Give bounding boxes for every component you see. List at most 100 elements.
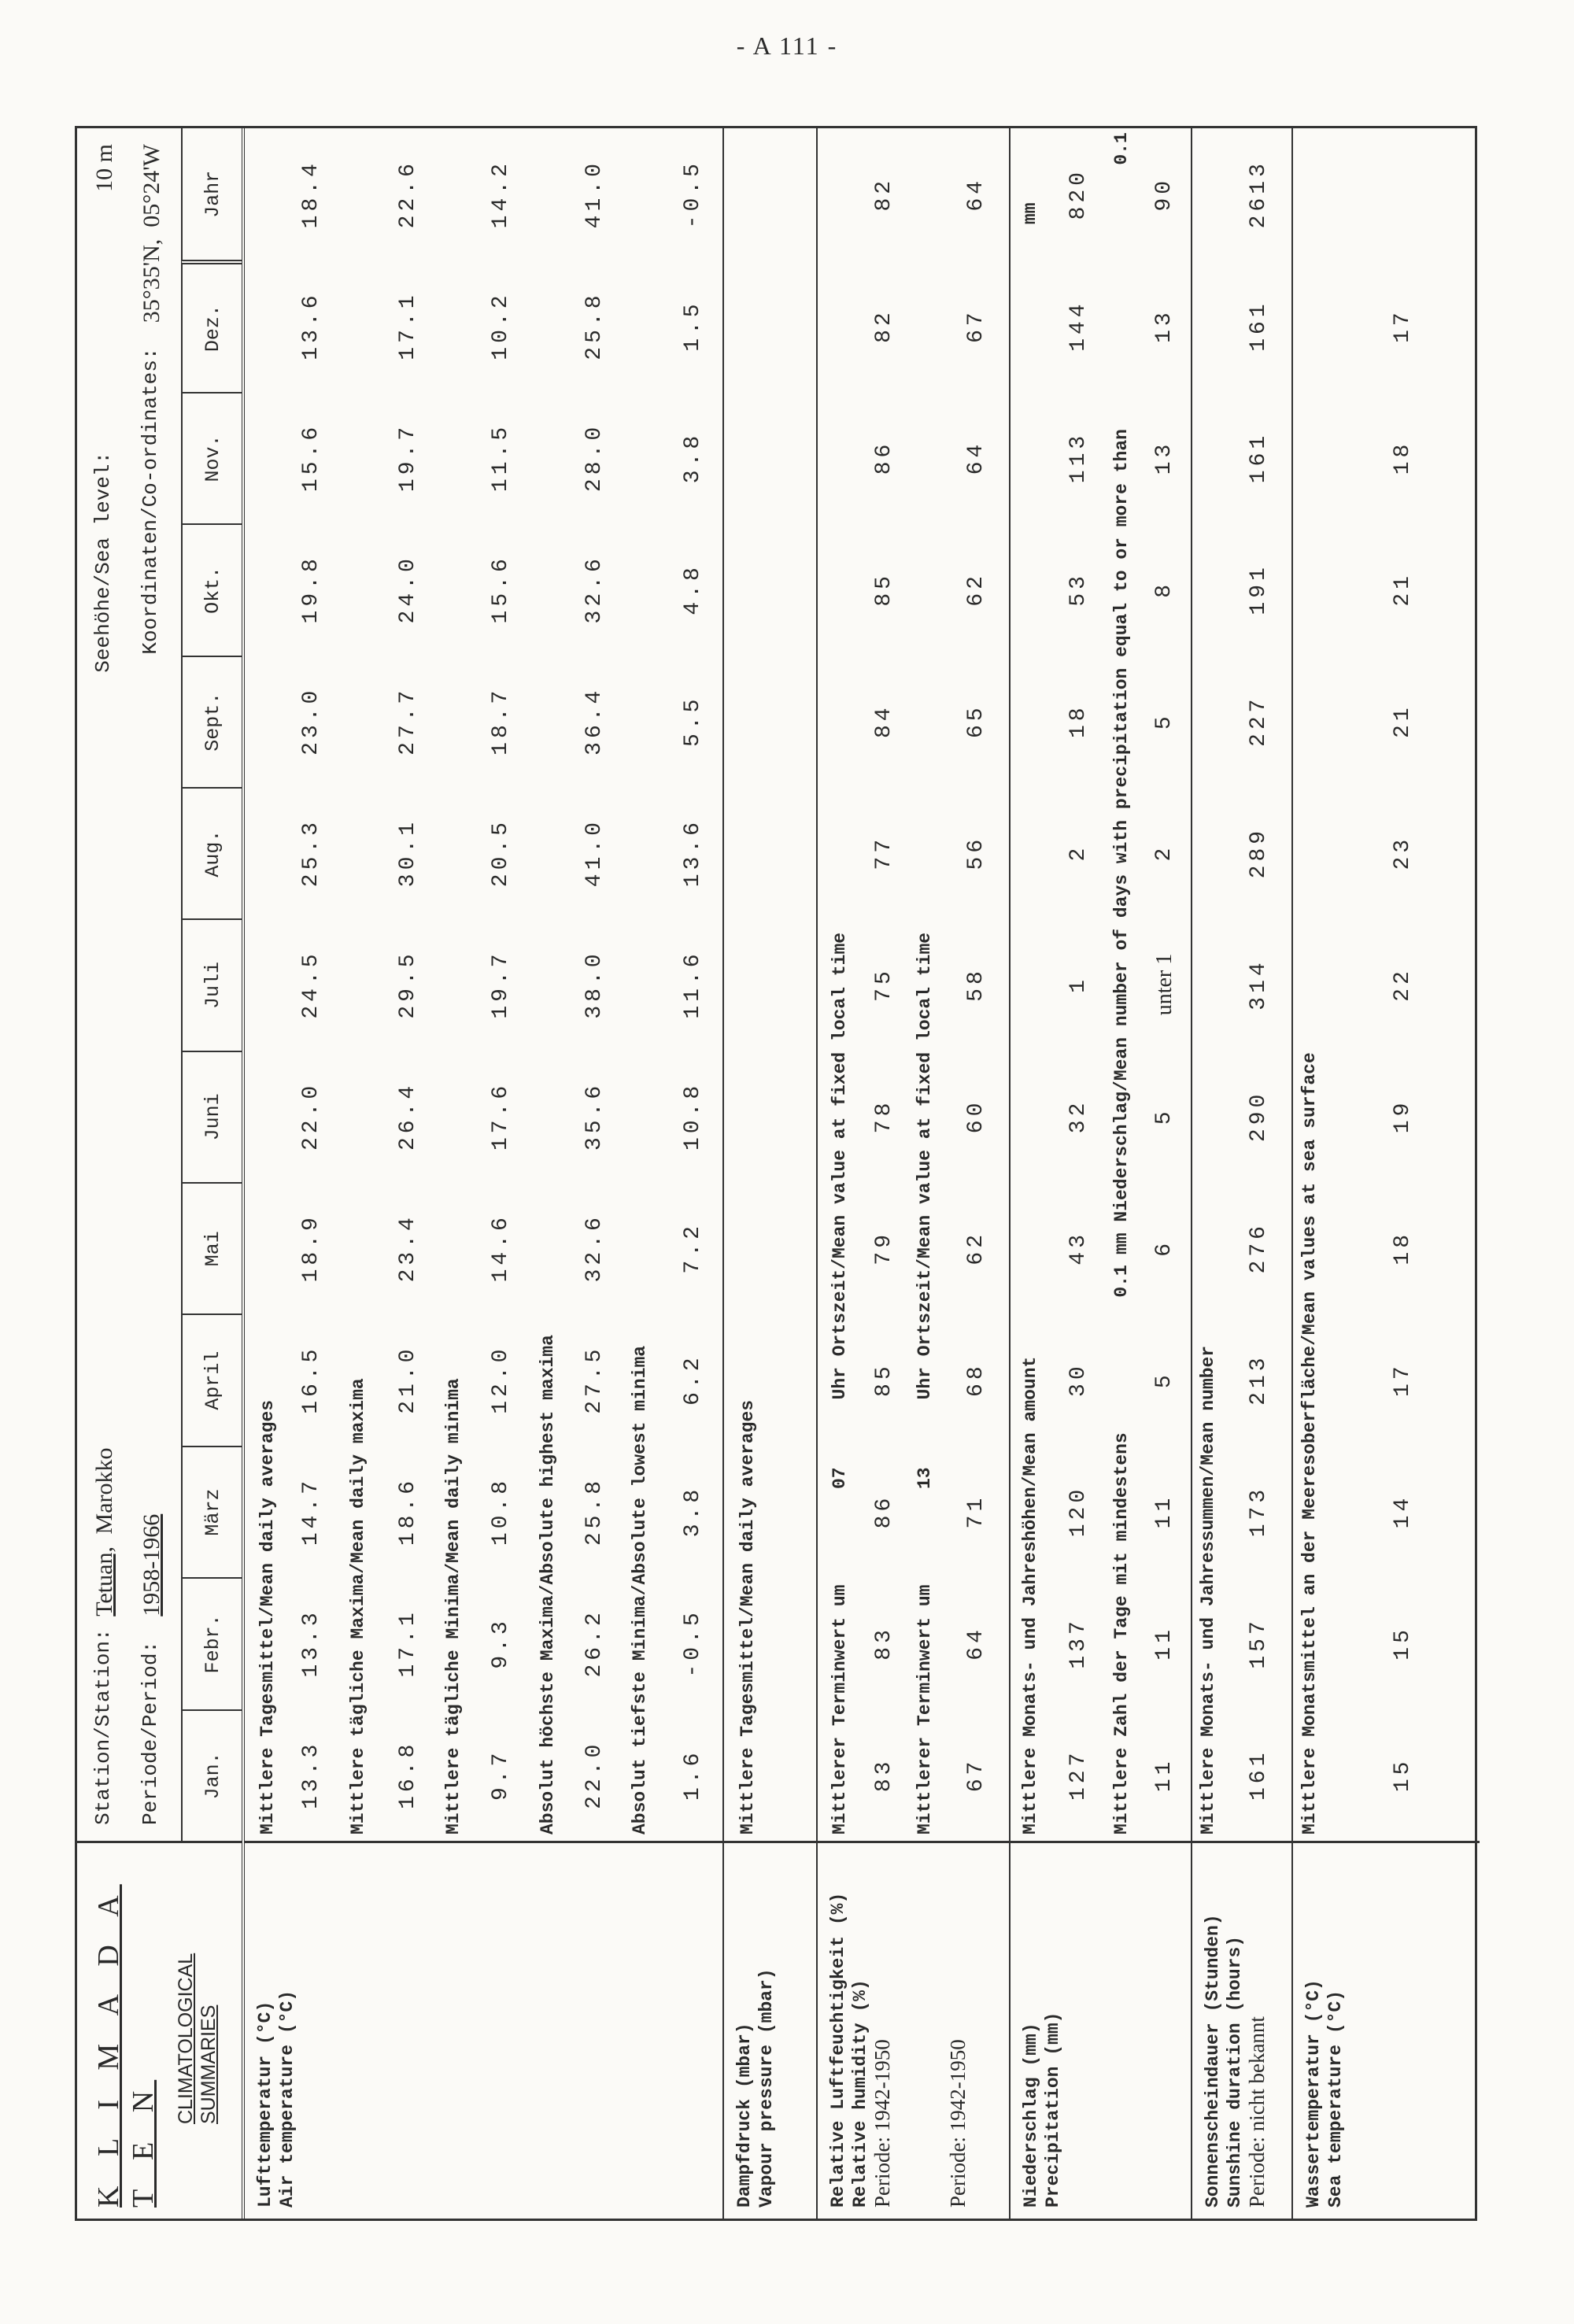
section-period-label-2: Periode: 1942-1950 <box>946 2039 970 2208</box>
value-cell: 2613 <box>1246 160 1271 229</box>
caption-row: Mittlere Tagesmittel/Mean daily averages <box>245 128 290 1841</box>
value-cell: 1.5 <box>681 300 705 352</box>
value-cell: 13.3 <box>298 1740 323 1809</box>
caption-text: Mittlerer Terminwert um <box>829 1584 850 1834</box>
values-row: 1.6 -0.5 3.8 6.2 7.2 10.8 11.6 13.6 5.5 4.8 3.8 1.5… <box>662 128 724 1841</box>
section-label-line: Niederschlag (mm) <box>1021 2023 1041 2208</box>
value-cell: 90 <box>1152 176 1177 212</box>
section-label-sea-temperature: Wassertemperatur (°C) Sea temperature (°C… <box>1293 1841 1480 2219</box>
value-cell: 32.6 <box>582 1214 607 1283</box>
value-cell: 11.5 <box>488 423 513 493</box>
caption-row: Absolut tiefste Minima/Absolute lowest m… <box>618 128 662 1841</box>
value-cell: 5 <box>1152 1107 1177 1125</box>
value-cell: 36.4 <box>582 686 607 756</box>
value-cell: 120 <box>1066 1485 1091 1538</box>
value-cell: 11.6 <box>681 950 705 1019</box>
value-cell: 27.7 <box>395 686 420 756</box>
caption-text: 0.1 <box>1111 1265 1132 1298</box>
value-cell: 78 <box>871 1099 896 1134</box>
caption-row: Mittlere tägliche Minima/Mean daily mini… <box>430 128 476 1841</box>
document-title: K L I M A D A T E N <box>92 1884 160 2208</box>
caption-row: Mittlerer Terminwert um 07 Uhr Ortszeit/Me… <box>818 128 861 1841</box>
value-cell: 15 <box>1391 1626 1415 1661</box>
value-cell: unter 1 <box>1151 953 1177 1016</box>
section-label-relative-humidity: Relative Luftfeuchtigkeit (%) Relative hu… <box>818 1841 1009 2219</box>
caption-text: mm Niederschlag/Mean number of days with… <box>1111 429 1132 1255</box>
value-cell: 53 <box>1066 572 1091 607</box>
section-label-precipitation: Niederschlag (mm) Precipitation (mm) <box>1011 1841 1191 2219</box>
value-cell: 13 <box>1152 440 1177 475</box>
month-header-0: Jan. <box>181 1709 242 1841</box>
caption-text: mm <box>1020 202 1040 225</box>
value-cell: 13.6 <box>298 291 323 360</box>
value-cell: 14.7 <box>298 1476 323 1546</box>
value-cell: 25.3 <box>298 818 323 888</box>
value-cell: 65 <box>964 704 988 739</box>
sea-level-value: 10 m <box>91 144 117 192</box>
value-cell: 173 <box>1246 1485 1271 1538</box>
value-cell: 29.5 <box>395 950 420 1019</box>
value-cell: 32.6 <box>582 555 607 624</box>
section-label-line: Relative humidity (%) <box>850 1979 870 2208</box>
caption-text: Mittlere Tagesmittel/Mean daily averages <box>737 1399 758 1834</box>
caption-text: 0.1 <box>1111 132 1132 165</box>
value-cell: 15.6 <box>298 423 323 493</box>
section-data-vapour-pressure: Mittlere Tagesmittel/Mean daily averages <box>724 128 816 1841</box>
coordinates-value: 35°35'N, 05°24'W <box>139 144 164 323</box>
month-header-11: Dez. <box>181 260 242 392</box>
climate-table: K L I M A D A T E N CLIMATOLOGICAL SUMMA… <box>75 126 1480 2221</box>
value-cell: 191 <box>1246 563 1271 615</box>
caption-text: Absolut höchste Maxima/Absolute highest … <box>538 1335 558 1834</box>
caption-row: Absolut höchste Maxima/Absolute highest … <box>525 128 571 1841</box>
values-row: 161 157 173 213 276 290 314 289 227 191 161 161 2613 <box>1224 128 1293 1841</box>
document-subtitle: CLIMATOLOGICAL SUMMARIES <box>175 1953 220 2124</box>
page-number: - A 111 - <box>736 31 838 60</box>
value-cell: 820 <box>1066 168 1091 220</box>
value-cell: 86 <box>871 1494 896 1529</box>
period-label: Periode/Period: <box>139 1640 162 1825</box>
month-header-9: Okt. <box>181 523 242 656</box>
section-relative-humidity: Relative Luftfeuchtigkeit (%) Relative hu… <box>818 128 1011 2219</box>
value-cell: 25.8 <box>582 1476 607 1546</box>
caption-row: Mittlere Monats- und Jahressummen/Mean n… <box>1192 128 1224 1841</box>
value-cell: 127 <box>1066 1749 1091 1801</box>
caption-row: Mittlere Tagesmittel/Mean daily averages <box>724 128 771 1841</box>
value-cell: 62 <box>964 1230 988 1265</box>
values-row: 22.0 26.2 25.8 27.5 32.6 35.6 38.0 41.0 36.4 32.6… <box>571 128 618 1841</box>
value-cell: 11 <box>1152 1494 1177 1529</box>
value-cell: 12.0 <box>488 1345 513 1414</box>
values-row: 83 83 86 85 79 78 75 77 84 85 86 82 82 <box>861 128 907 1841</box>
values-row: 15 15 14 17 18 19 22 23 21 21 18 17 <box>1326 128 1480 1841</box>
value-cell: 19.7 <box>395 423 420 493</box>
caption-text: Mittlere Zahl der Tage mit mindestens <box>1111 1432 1132 1834</box>
value-cell: 22.0 <box>298 1081 323 1151</box>
section-label-line: Lufttemperatur (°C) <box>255 2001 275 2208</box>
value-cell: 17 <box>1391 1362 1415 1397</box>
section-label-sunshine-duration: Sonnenscheindauer (Stunden) Sunshine dura… <box>1192 1841 1291 2219</box>
value-cell: 15.6 <box>488 555 513 624</box>
value-cell: 28.0 <box>582 423 607 493</box>
value-cell: 21 <box>1391 572 1415 607</box>
value-cell: 32 <box>1066 1099 1091 1134</box>
value-cell: 144 <box>1066 300 1091 352</box>
values-row: 16.8 17.1 18.6 21.0 23.4 26.4 29.5 30.1 27.7 24.0… <box>385 128 430 1841</box>
value-cell: 5 <box>1152 712 1177 730</box>
caption-text: Uhr Ortszeit/Mean value at fixed local t… <box>914 932 935 1400</box>
section-vapour-pressure: Dampfdruck (mbar) Vapour pressure (mbar) M… <box>724 128 818 2219</box>
section-label-line: Vapour pressure (mbar) <box>756 1968 777 2208</box>
value-cell: 19 <box>1391 1099 1415 1134</box>
period-value: 1958-1966 <box>139 1513 164 1616</box>
value-cell: 60 <box>964 1099 988 1134</box>
value-cell: 15 <box>1391 1757 1415 1793</box>
value-cell: 23 <box>1391 835 1415 870</box>
value-cell: 8 <box>1152 580 1177 598</box>
value-cell: 6 <box>1152 1239 1177 1257</box>
caption-row: Mittlerer Terminwert um 13 Uhr Ortszeit/Me… <box>907 128 942 1841</box>
value-cell: 84 <box>871 704 896 739</box>
value-cell: 58 <box>964 967 988 1002</box>
value-cell: 27.5 <box>582 1345 607 1414</box>
value-cell: 62 <box>964 572 988 607</box>
value-cell: 1.6 <box>681 1749 705 1801</box>
section-label-line: Air temperature (°C) <box>277 1990 297 2208</box>
value-cell: 10.2 <box>488 291 513 360</box>
